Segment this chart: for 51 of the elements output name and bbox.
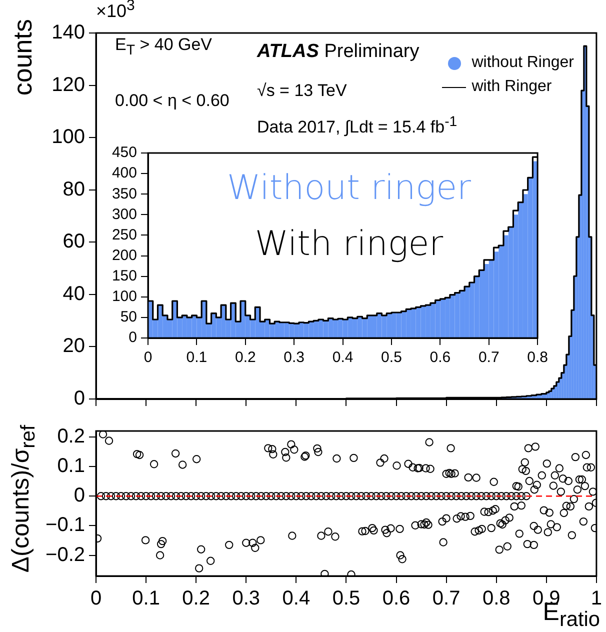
- y-tick-label: 0: [74, 388, 85, 410]
- y-tick-label: 60: [62, 230, 85, 253]
- x-tick-label: 0.1: [186, 349, 208, 366]
- x-tick-label: 0.3: [284, 349, 305, 366]
- x-tick-label: 1: [590, 588, 602, 610]
- legend-label: without Ringer: [472, 53, 574, 73]
- x-tick-label: 0: [90, 588, 102, 610]
- annotation: Data 2017, ∫Ldt = 15.4 fb$^{-1}$: [257, 114, 458, 138]
- y-tick-label: 120: [52, 74, 85, 96]
- y-tick-label: 250: [112, 226, 137, 244]
- annotation: ATLAS Preliminary: [257, 41, 420, 63]
- x-tick-label: 0: [144, 349, 152, 366]
- y-axis-title: counts: [8, 19, 39, 96]
- y-tick-label: 0.2: [57, 425, 85, 448]
- y-tick-label: 50: [120, 308, 137, 326]
- y-tick-label: 20: [62, 335, 85, 358]
- x-tick-label: 0.3: [232, 588, 260, 610]
- y-tick-label: 0: [74, 484, 85, 507]
- series-label: Without ringer: [226, 167, 472, 210]
- legend-label: with Ringer: [472, 77, 552, 97]
- y-tick-label: 40: [62, 282, 85, 305]
- y-tick-label: 140: [52, 22, 85, 44]
- annotation: √s = 13 TeV: [257, 81, 347, 101]
- x-tick-label: 0.8: [527, 349, 548, 366]
- y-tick-label: 100: [112, 288, 137, 306]
- y-tick-label: 150: [112, 267, 137, 284]
- y-tick-label: 100: [52, 126, 85, 148]
- x-tick-label: 0.2: [182, 588, 210, 610]
- annotation: E$_{T}$ > 40 GeV: [115, 35, 212, 59]
- x-tick-label: 0.5: [332, 588, 360, 610]
- x-tick-label: 0.5: [381, 349, 402, 366]
- x-tick-label: 0.8: [482, 588, 510, 610]
- x-tick-label: 0.7: [432, 588, 460, 610]
- y-tick-label: 0.1: [57, 455, 85, 478]
- y-tick-label: 350: [112, 185, 137, 202]
- y-tick-label: 450: [112, 144, 137, 162]
- y-tick-label: 300: [112, 206, 137, 223]
- x-tick-label: 0.2: [234, 349, 256, 366]
- x-tick-label: 0.7: [478, 349, 500, 366]
- annotation: 0.00 < η < 0.60: [115, 91, 230, 111]
- x-tick-label: 0.6: [430, 349, 451, 366]
- y-tick-label: −0.2: [46, 544, 85, 566]
- y-tick-label: 400: [112, 164, 137, 182]
- x-tick-label: 0.6: [382, 588, 410, 610]
- y-tick-label: 200: [112, 246, 137, 264]
- y-tick-label: −0.1: [46, 514, 85, 536]
- y-tick-label: 0: [128, 329, 137, 346]
- series-label: With ringer: [254, 223, 444, 266]
- y-tick-label: 80: [62, 178, 85, 200]
- x-tick-label: 0.4: [282, 588, 310, 610]
- x-tick-label: 0.4: [332, 349, 354, 366]
